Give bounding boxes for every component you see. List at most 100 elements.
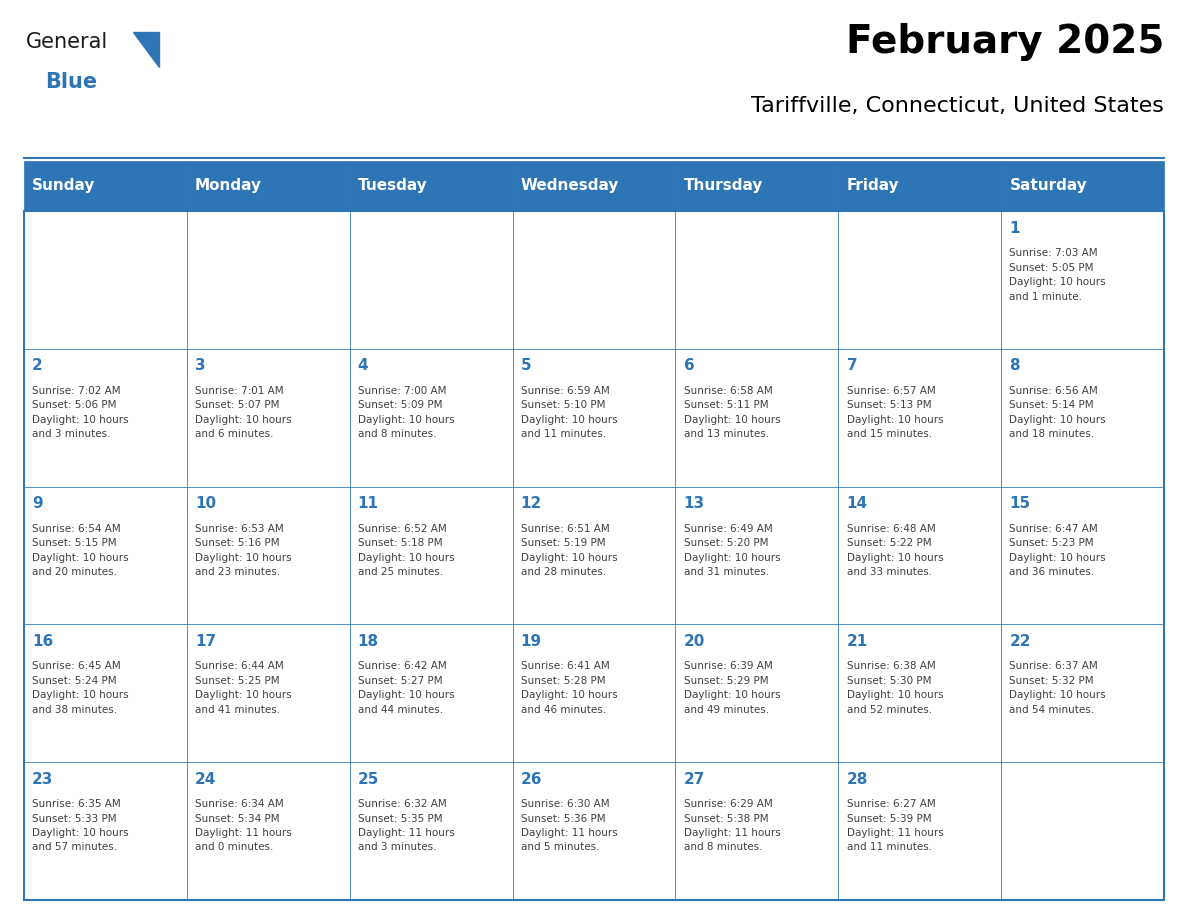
Bar	[676, 349, 839, 487]
Text: Tariffville, Connecticut, United States: Tariffville, Connecticut, United States	[751, 96, 1164, 117]
Text: Blue: Blue	[45, 72, 97, 92]
Text: Sunrise: 6:44 AM
Sunset: 5:25 PM
Daylight: 10 hours
and 41 minutes.: Sunrise: 6:44 AM Sunset: 5:25 PM Dayligh…	[195, 661, 291, 714]
Bar	[1001, 349, 1164, 487]
Text: 3: 3	[195, 359, 206, 374]
Text: 21: 21	[847, 633, 867, 649]
Text: Tuesday: Tuesday	[358, 178, 428, 194]
Bar	[24, 161, 187, 211]
Bar	[676, 211, 839, 349]
Text: 22: 22	[1010, 633, 1031, 649]
Bar	[512, 487, 676, 624]
Text: Sunrise: 7:03 AM
Sunset: 5:05 PM
Daylight: 10 hours
and 1 minute.: Sunrise: 7:03 AM Sunset: 5:05 PM Dayligh…	[1010, 249, 1106, 301]
Text: Sunrise: 6:54 AM
Sunset: 5:15 PM
Daylight: 10 hours
and 20 minutes.: Sunrise: 6:54 AM Sunset: 5:15 PM Dayligh…	[32, 523, 128, 577]
Text: Sunrise: 6:34 AM
Sunset: 5:34 PM
Daylight: 11 hours
and 0 minutes.: Sunrise: 6:34 AM Sunset: 5:34 PM Dayligh…	[195, 799, 291, 852]
Text: 13: 13	[683, 496, 704, 511]
Bar	[512, 762, 676, 900]
Text: 14: 14	[847, 496, 867, 511]
Polygon shape	[133, 32, 159, 67]
Text: 10: 10	[195, 496, 216, 511]
Text: 11: 11	[358, 496, 379, 511]
Text: Sunrise: 6:51 AM
Sunset: 5:19 PM
Daylight: 10 hours
and 28 minutes.: Sunrise: 6:51 AM Sunset: 5:19 PM Dayligh…	[520, 523, 618, 577]
Bar	[187, 211, 349, 349]
Text: Sunrise: 6:29 AM
Sunset: 5:38 PM
Daylight: 11 hours
and 8 minutes.: Sunrise: 6:29 AM Sunset: 5:38 PM Dayligh…	[683, 799, 781, 852]
Text: 9: 9	[32, 496, 43, 511]
Bar	[349, 624, 512, 762]
Text: 25: 25	[358, 771, 379, 787]
Text: Sunrise: 6:49 AM
Sunset: 5:20 PM
Daylight: 10 hours
and 31 minutes.: Sunrise: 6:49 AM Sunset: 5:20 PM Dayligh…	[683, 523, 781, 577]
Text: 20: 20	[683, 633, 704, 649]
Text: Sunrise: 7:02 AM
Sunset: 5:06 PM
Daylight: 10 hours
and 3 minutes.: Sunrise: 7:02 AM Sunset: 5:06 PM Dayligh…	[32, 386, 128, 439]
Text: Sunrise: 6:47 AM
Sunset: 5:23 PM
Daylight: 10 hours
and 36 minutes.: Sunrise: 6:47 AM Sunset: 5:23 PM Dayligh…	[1010, 523, 1106, 577]
Text: Sunrise: 6:35 AM
Sunset: 5:33 PM
Daylight: 10 hours
and 57 minutes.: Sunrise: 6:35 AM Sunset: 5:33 PM Dayligh…	[32, 799, 128, 852]
Bar	[839, 161, 1001, 211]
Bar	[24, 349, 187, 487]
Text: Wednesday: Wednesday	[520, 178, 619, 194]
Text: Sunrise: 6:41 AM
Sunset: 5:28 PM
Daylight: 10 hours
and 46 minutes.: Sunrise: 6:41 AM Sunset: 5:28 PM Dayligh…	[520, 661, 618, 714]
Bar	[839, 487, 1001, 624]
Bar	[839, 211, 1001, 349]
Text: 1: 1	[1010, 221, 1020, 236]
Text: Sunrise: 6:27 AM
Sunset: 5:39 PM
Daylight: 11 hours
and 11 minutes.: Sunrise: 6:27 AM Sunset: 5:39 PM Dayligh…	[847, 799, 943, 852]
Text: Friday: Friday	[847, 178, 899, 194]
Bar	[349, 349, 512, 487]
Bar	[349, 161, 512, 211]
Text: General: General	[26, 32, 108, 52]
Bar	[24, 211, 187, 349]
Bar	[839, 349, 1001, 487]
Bar	[676, 487, 839, 624]
Text: February 2025: February 2025	[846, 23, 1164, 61]
Bar	[187, 349, 349, 487]
Text: Thursday: Thursday	[683, 178, 763, 194]
Bar	[1001, 624, 1164, 762]
Text: Sunrise: 6:56 AM
Sunset: 5:14 PM
Daylight: 10 hours
and 18 minutes.: Sunrise: 6:56 AM Sunset: 5:14 PM Dayligh…	[1010, 386, 1106, 439]
Text: Sunrise: 7:00 AM
Sunset: 5:09 PM
Daylight: 10 hours
and 8 minutes.: Sunrise: 7:00 AM Sunset: 5:09 PM Dayligh…	[358, 386, 454, 439]
Bar	[1001, 487, 1164, 624]
Bar	[1001, 762, 1164, 900]
Text: 4: 4	[358, 359, 368, 374]
Bar	[839, 762, 1001, 900]
Text: Monday: Monday	[195, 178, 261, 194]
Text: 16: 16	[32, 633, 53, 649]
Text: 12: 12	[520, 496, 542, 511]
Bar	[1001, 161, 1164, 211]
Text: 27: 27	[683, 771, 704, 787]
Text: Sunrise: 6:37 AM
Sunset: 5:32 PM
Daylight: 10 hours
and 54 minutes.: Sunrise: 6:37 AM Sunset: 5:32 PM Dayligh…	[1010, 661, 1106, 714]
Text: 7: 7	[847, 359, 858, 374]
Bar	[512, 211, 676, 349]
Text: Sunrise: 6:45 AM
Sunset: 5:24 PM
Daylight: 10 hours
and 38 minutes.: Sunrise: 6:45 AM Sunset: 5:24 PM Dayligh…	[32, 661, 128, 714]
Bar	[24, 624, 187, 762]
Bar	[187, 624, 349, 762]
Bar	[676, 161, 839, 211]
Bar	[512, 349, 676, 487]
Text: Sunrise: 6:38 AM
Sunset: 5:30 PM
Daylight: 10 hours
and 52 minutes.: Sunrise: 6:38 AM Sunset: 5:30 PM Dayligh…	[847, 661, 943, 714]
Text: Sunrise: 6:53 AM
Sunset: 5:16 PM
Daylight: 10 hours
and 23 minutes.: Sunrise: 6:53 AM Sunset: 5:16 PM Dayligh…	[195, 523, 291, 577]
Text: 5: 5	[520, 359, 531, 374]
Text: 24: 24	[195, 771, 216, 787]
Bar	[512, 624, 676, 762]
Text: Sunrise: 6:59 AM
Sunset: 5:10 PM
Daylight: 10 hours
and 11 minutes.: Sunrise: 6:59 AM Sunset: 5:10 PM Dayligh…	[520, 386, 618, 439]
Text: Sunrise: 6:58 AM
Sunset: 5:11 PM
Daylight: 10 hours
and 13 minutes.: Sunrise: 6:58 AM Sunset: 5:11 PM Dayligh…	[683, 386, 781, 439]
Bar	[676, 624, 839, 762]
Bar	[187, 487, 349, 624]
Text: Sunrise: 6:32 AM
Sunset: 5:35 PM
Daylight: 11 hours
and 3 minutes.: Sunrise: 6:32 AM Sunset: 5:35 PM Dayligh…	[358, 799, 455, 852]
Text: Sunday: Sunday	[32, 178, 95, 194]
Text: 8: 8	[1010, 359, 1020, 374]
Text: 2: 2	[32, 359, 43, 374]
Text: Sunrise: 6:52 AM
Sunset: 5:18 PM
Daylight: 10 hours
and 25 minutes.: Sunrise: 6:52 AM Sunset: 5:18 PM Dayligh…	[358, 523, 454, 577]
Bar	[839, 624, 1001, 762]
Text: 23: 23	[32, 771, 53, 787]
Text: Sunrise: 6:39 AM
Sunset: 5:29 PM
Daylight: 10 hours
and 49 minutes.: Sunrise: 6:39 AM Sunset: 5:29 PM Dayligh…	[683, 661, 781, 714]
Text: 26: 26	[520, 771, 542, 787]
Text: Sunrise: 6:57 AM
Sunset: 5:13 PM
Daylight: 10 hours
and 15 minutes.: Sunrise: 6:57 AM Sunset: 5:13 PM Dayligh…	[847, 386, 943, 439]
Bar	[187, 762, 349, 900]
Bar	[349, 211, 512, 349]
Text: 15: 15	[1010, 496, 1030, 511]
Bar	[24, 211, 1164, 900]
Bar	[512, 161, 676, 211]
Text: 6: 6	[683, 359, 694, 374]
Text: 18: 18	[358, 633, 379, 649]
Text: 19: 19	[520, 633, 542, 649]
Bar	[24, 487, 187, 624]
Bar	[349, 762, 512, 900]
Text: Sunrise: 6:30 AM
Sunset: 5:36 PM
Daylight: 11 hours
and 5 minutes.: Sunrise: 6:30 AM Sunset: 5:36 PM Dayligh…	[520, 799, 618, 852]
